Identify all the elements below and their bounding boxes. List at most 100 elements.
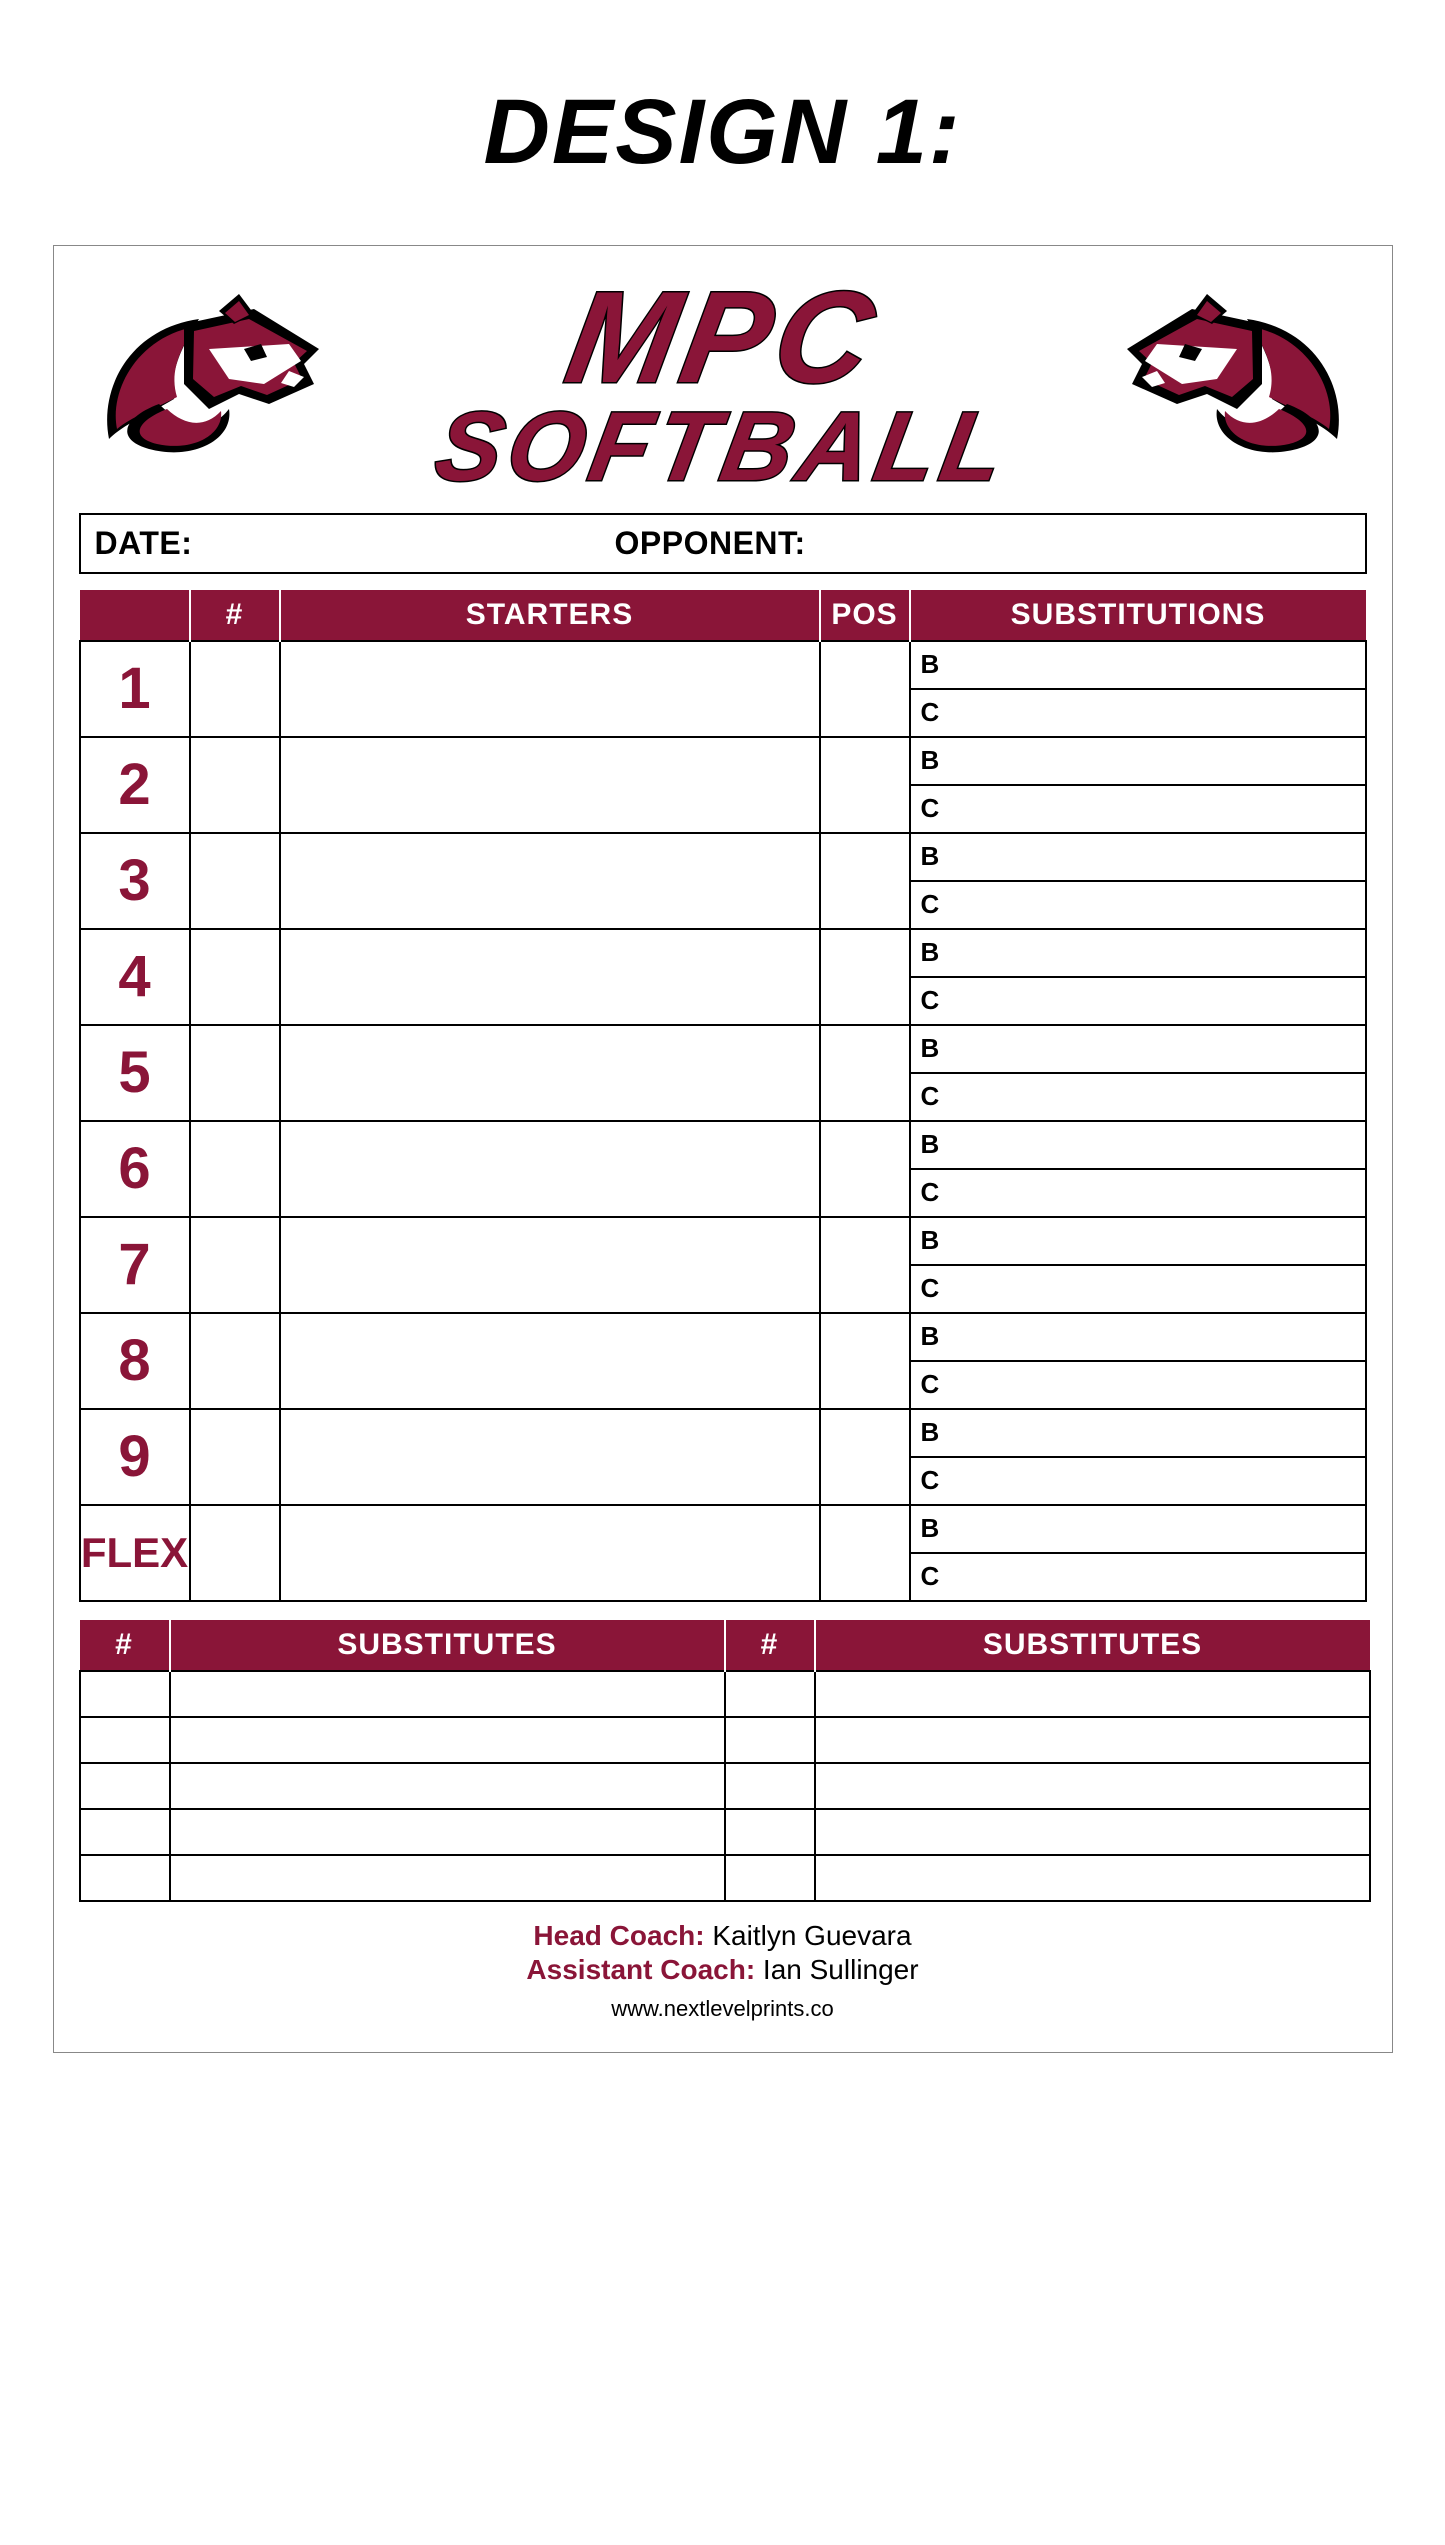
sub-num-cell[interactable] [725,1717,815,1763]
head-coach-name: Kaitlyn Guevara [712,1920,911,1951]
sub-num-cell[interactable] [80,1763,170,1809]
jersey-number-cell[interactable] [190,737,280,833]
opponent-field[interactable]: OPPONENT: [615,525,1351,562]
position-cell[interactable] [820,1505,910,1601]
substitution-cell[interactable]: BC [910,833,1366,929]
sub-num-cell[interactable] [725,1809,815,1855]
jersey-number-cell[interactable] [190,1505,280,1601]
position-cell[interactable] [820,641,910,737]
jersey-number-cell[interactable] [190,1217,280,1313]
sub-name-cell[interactable] [815,1717,1370,1763]
sub-c[interactable]: C [911,786,1365,832]
sub-b[interactable]: B [911,930,1365,978]
starter-name-cell[interactable] [280,641,820,737]
jersey-number-cell[interactable] [190,1313,280,1409]
sub-num-cell[interactable] [80,1855,170,1901]
starter-name-cell[interactable] [280,1217,820,1313]
sub-b[interactable]: B [911,1026,1365,1074]
lineup-table-header: # STARTERS POS SUBSTITUTIONS [80,590,1366,641]
substitution-cell[interactable]: BC [910,1313,1366,1409]
position-cell[interactable] [820,1409,910,1505]
position-cell[interactable] [820,1217,910,1313]
position-cell[interactable] [820,929,910,1025]
sub-c[interactable]: C [911,1074,1365,1120]
sub-c[interactable]: C [911,978,1365,1024]
starter-name-cell[interactable] [280,1409,820,1505]
sub-num-cell[interactable] [725,1855,815,1901]
position-cell[interactable] [820,737,910,833]
lineup-row: 9BC [80,1409,1366,1505]
sub-name-cell[interactable] [170,1717,725,1763]
position-cell[interactable] [820,1313,910,1409]
jersey-number-cell[interactable] [190,1121,280,1217]
starter-name-cell[interactable] [280,929,820,1025]
sub-b[interactable]: B [911,1218,1365,1266]
substitution-cell[interactable]: BC [910,1409,1366,1505]
sub-name-cell[interactable] [815,1671,1370,1717]
jersey-number-cell[interactable] [190,1409,280,1505]
substitution-cell[interactable]: BC [910,641,1366,737]
lineup-row: 4BC [80,929,1366,1025]
sub-name-cell[interactable] [815,1809,1370,1855]
position-cell[interactable] [820,833,910,929]
lineup-row: 7BC [80,1217,1366,1313]
sub-name-cell[interactable] [170,1671,725,1717]
sub-b[interactable]: B [911,1122,1365,1170]
team-logo-left [79,289,339,479]
sub-c[interactable]: C [911,690,1365,736]
sub-num-cell[interactable] [80,1809,170,1855]
starter-name-cell[interactable] [280,1025,820,1121]
position-cell[interactable] [820,1025,910,1121]
date-field[interactable]: DATE: [95,525,575,562]
sub-c[interactable]: C [911,1554,1365,1600]
sub-b[interactable]: B [911,1410,1365,1458]
sub-b[interactable]: B [911,1314,1365,1362]
jersey-number-cell[interactable] [190,1025,280,1121]
sub-b[interactable]: B [911,738,1365,786]
sub-b[interactable]: B [911,1506,1365,1554]
subcol-subs-2: SUBSTITUTES [815,1620,1370,1671]
lineup-table: # STARTERS POS SUBSTITUTIONS 1BC2BC3BC4B… [79,590,1367,1602]
substitute-row [80,1809,1370,1855]
substitution-cell[interactable]: BC [910,1217,1366,1313]
starter-name-cell[interactable] [280,1505,820,1601]
sub-name-cell[interactable] [170,1809,725,1855]
sub-name-cell[interactable] [815,1763,1370,1809]
head-coach-label: Head Coach: [533,1920,704,1951]
sub-name-cell[interactable] [170,1763,725,1809]
sub-b[interactable]: B [911,642,1365,690]
starter-name-cell[interactable] [280,1121,820,1217]
sub-c[interactable]: C [911,1266,1365,1312]
substitution-cell[interactable]: BC [910,737,1366,833]
starter-name-cell[interactable] [280,1313,820,1409]
opponent-label: OPPONENT: [615,525,806,562]
position-cell[interactable] [820,1121,910,1217]
starter-name-cell[interactable] [280,833,820,929]
subcol-num-2: # [725,1620,815,1671]
lineup-row: 8BC [80,1313,1366,1409]
sub-num-cell[interactable] [80,1717,170,1763]
sub-c[interactable]: C [911,1362,1365,1408]
lineup-row: 2BC [80,737,1366,833]
design-heading: DESIGN 1: [20,80,1425,185]
sub-c[interactable]: C [911,1170,1365,1216]
substitution-cell[interactable]: BC [910,929,1366,1025]
sub-num-cell[interactable] [80,1671,170,1717]
sub-num-cell[interactable] [725,1671,815,1717]
sub-name-cell[interactable] [815,1855,1370,1901]
jersey-number-cell[interactable] [190,833,280,929]
sub-c[interactable]: C [911,1458,1365,1504]
substitute-row [80,1855,1370,1901]
sub-name-cell[interactable] [170,1855,725,1901]
substitution-cell[interactable]: BC [910,1025,1366,1121]
substitution-cell[interactable]: BC [910,1121,1366,1217]
sub-b[interactable]: B [911,834,1365,882]
jersey-number-cell[interactable] [190,929,280,1025]
team-sport: SOFTBALL [350,400,1094,493]
substitution-cell[interactable]: BC [910,1505,1366,1601]
starter-name-cell[interactable] [280,737,820,833]
jersey-number-cell[interactable] [190,641,280,737]
sub-c[interactable]: C [911,882,1365,928]
col-pos: POS [820,590,910,641]
sub-num-cell[interactable] [725,1763,815,1809]
